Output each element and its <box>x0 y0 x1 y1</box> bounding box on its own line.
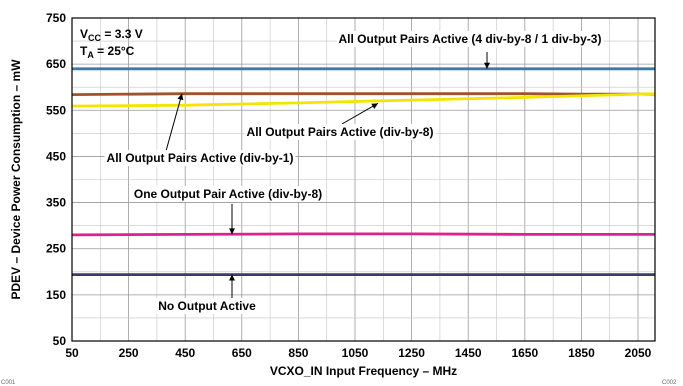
annotations: All Output Pairs Active (4 div-by-8 / 1 … <box>104 31 604 314</box>
x-tick-label: 450 <box>175 346 195 360</box>
y-tick-label: 450 <box>46 149 66 163</box>
y-tick-label: 250 <box>46 242 66 256</box>
annotation-leader <box>341 102 379 125</box>
annotation-arrowhead <box>229 274 235 281</box>
annotation-arrowhead <box>371 103 378 109</box>
x-tick-label: 1650 <box>511 346 538 360</box>
series-lines <box>71 67 656 277</box>
series-line-1 <box>71 92 655 96</box>
plot-frame <box>71 17 656 342</box>
annotation-label-bg <box>336 31 604 47</box>
x-tick-label: 1250 <box>398 346 425 360</box>
annotation-label: All Output Pairs Active (div-by-8) <box>247 125 434 139</box>
condition-ta: TA = 25°C <box>80 44 135 60</box>
annotation-arrowhead <box>177 93 184 101</box>
x-tick-label: 1050 <box>342 346 369 360</box>
annotation-label-bg <box>131 186 325 202</box>
y-tick-label: 750 <box>46 11 66 25</box>
series-line-2 <box>71 92 656 108</box>
x-tick-label: 1850 <box>568 346 595 360</box>
x-tick-label: 250 <box>119 346 139 360</box>
x-tick-label: 650 <box>232 346 252 360</box>
figure-code-left: C001 <box>1 380 16 386</box>
y-axis-label: PDEV – Device Power Consumption – mW <box>9 59 23 300</box>
annotation-label: All Output Pairs Active (div-by-1) <box>107 151 294 165</box>
x-tick-label: 2050 <box>625 346 652 360</box>
y-tick-label: 550 <box>46 103 66 117</box>
annotation-label: One Output Pair Active (div-by-8) <box>134 187 322 201</box>
x-tick-labels: 50 250 450 650 850 1050 1250 1450 1650 1850 2050 <box>65 346 651 360</box>
y-tick-label: 350 <box>46 196 66 210</box>
y-tick-label: 50 <box>53 334 67 348</box>
annotation-label: No Output Active <box>158 299 256 313</box>
x-tick-label: 850 <box>288 346 308 360</box>
x-tick-label: 1450 <box>455 346 482 360</box>
condition-vcc: VCC = 3.3 V <box>80 27 143 43</box>
annotation-label: All Output Pairs Active (4 div-by-8 / 1 … <box>339 32 602 46</box>
y-tick-label: 150 <box>46 288 66 302</box>
annotation-arrowhead <box>229 228 235 235</box>
series-line-3 <box>71 232 655 237</box>
y-tick-label: 650 <box>46 57 66 71</box>
annotation-arrowhead <box>484 62 490 69</box>
annotation-label-bg <box>104 150 296 166</box>
y-tick-labels: 50 150 250 350 450 550 650 750 <box>46 11 66 348</box>
figure-code-right: C002 <box>662 380 677 386</box>
annotation-label-bg <box>244 124 436 140</box>
annotation-label-bg <box>156 298 259 314</box>
x-axis-label: VCXO_IN Input Frequency – MHz <box>270 364 457 378</box>
x-tick-label: 50 <box>65 346 79 360</box>
annotation-leader <box>165 93 183 152</box>
